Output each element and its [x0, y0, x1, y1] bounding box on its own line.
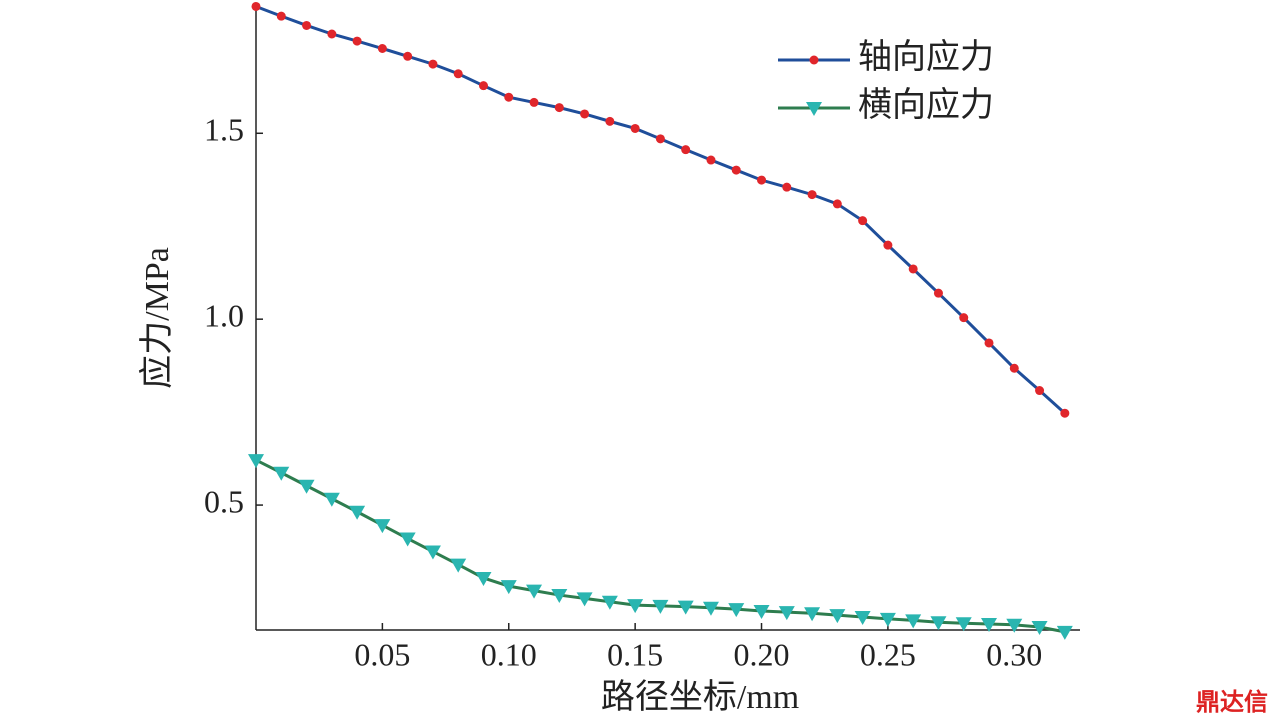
y-axis-label: 应力/MPa: [138, 247, 176, 389]
data-point: [403, 51, 413, 61]
legend-marker: [809, 55, 819, 65]
data-point: [933, 288, 943, 298]
data-point: [302, 20, 312, 30]
data-point: [327, 29, 337, 39]
x-tick-label: 0.25: [860, 636, 916, 672]
data-point: [424, 545, 441, 560]
data-point: [630, 123, 640, 133]
data-point: [580, 109, 590, 119]
data-point: [428, 59, 438, 69]
data-point: [757, 175, 767, 185]
data-point: [731, 165, 741, 175]
data-point: [605, 116, 615, 126]
data-point: [453, 69, 463, 79]
data-point: [1035, 386, 1045, 396]
data-point: [377, 44, 387, 54]
y-tick-label: 0.5: [204, 483, 244, 519]
x-tick-label: 0.20: [734, 636, 790, 672]
data-point: [905, 614, 922, 629]
data-point: [601, 595, 618, 610]
x-axis-label: 路径坐标/mm: [601, 678, 799, 716]
legend-label: 轴向应力: [858, 38, 994, 76]
data-point: [529, 97, 539, 107]
data-point: [930, 616, 947, 631]
data-point: [251, 1, 261, 11]
data-point: [478, 81, 488, 91]
data-point: [908, 264, 918, 274]
data-point: [981, 618, 998, 633]
data-point: [450, 558, 467, 573]
data-point: [248, 454, 264, 469]
data-point: [500, 580, 517, 595]
data-point: [702, 601, 719, 616]
data-point: [959, 313, 969, 323]
data-point: [883, 240, 893, 250]
data-point: [374, 519, 391, 534]
data-point: [807, 190, 817, 200]
data-point: [1056, 625, 1073, 640]
data-point: [832, 199, 842, 209]
data-point: [858, 216, 868, 226]
y-tick-label: 1.5: [204, 112, 244, 148]
data-point: [1031, 621, 1048, 636]
data-point: [554, 103, 564, 113]
data-point: [854, 610, 871, 625]
data-point: [1060, 408, 1070, 418]
x-tick-label: 0.10: [481, 636, 537, 672]
data-point: [475, 571, 492, 586]
data-point: [984, 338, 994, 348]
data-point: [677, 600, 694, 615]
legend-label: 横向应力: [858, 86, 994, 124]
data-point: [728, 603, 745, 618]
data-point: [829, 609, 846, 624]
data-point: [1009, 363, 1019, 373]
data-point: [753, 605, 770, 620]
data-point: [551, 589, 568, 604]
data-point: [504, 92, 514, 102]
data-point: [782, 182, 792, 192]
data-point: [399, 532, 416, 547]
data-point: [349, 505, 366, 520]
data-point: [576, 592, 593, 607]
data-point: [879, 612, 896, 627]
x-tick-label: 0.30: [986, 636, 1042, 672]
data-point: [804, 607, 821, 622]
data-point: [352, 36, 362, 46]
data-point: [273, 466, 290, 481]
data-point: [323, 492, 340, 507]
data-point: [627, 599, 644, 614]
data-point: [298, 479, 315, 494]
data-point: [681, 145, 691, 155]
data-point: [706, 155, 716, 165]
data-point: [526, 584, 543, 599]
data-point: [955, 617, 972, 632]
x-tick-label: 0.15: [607, 636, 663, 672]
data-point: [655, 134, 665, 144]
data-point: [276, 11, 286, 21]
legend-marker: [806, 102, 822, 116]
watermark: 鼎达信: [1196, 688, 1268, 716]
data-point: [652, 599, 669, 614]
data-point: [778, 606, 795, 621]
x-tick-label: 0.05: [354, 636, 410, 672]
data-point: [1006, 618, 1023, 633]
y-tick-label: 1.0: [204, 298, 244, 334]
